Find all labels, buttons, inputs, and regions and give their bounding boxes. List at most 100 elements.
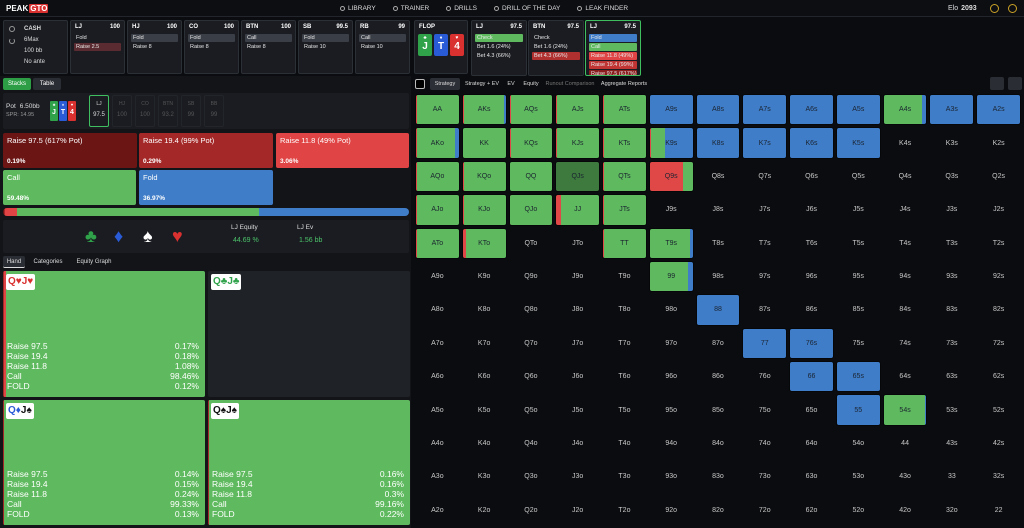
range-cell[interactable]: 65s — [835, 361, 881, 393]
range-cell[interactable]: 72s — [976, 328, 1021, 359]
view-tab[interactable]: Aggregate Reports — [600, 81, 648, 87]
range-cell[interactable]: 83o — [696, 461, 741, 492]
range-cell[interactable]: K2o — [462, 495, 507, 526]
range-cell[interactable]: 86s — [789, 294, 834, 325]
range-cell[interactable]: J2s — [976, 194, 1021, 225]
range-cell[interactable]: 53o — [836, 461, 881, 492]
suit-filter[interactable]: ♥ — [172, 226, 183, 246]
range-cell[interactable]: J3o — [555, 461, 600, 492]
range-cell[interactable]: A3s — [929, 94, 975, 126]
range-cell[interactable]: A5s — [835, 94, 881, 126]
range-cell[interactable]: 43o — [883, 461, 928, 492]
range-cell[interactable]: J5o — [555, 394, 600, 425]
range-cell[interactable]: 66 — [789, 361, 834, 393]
view-tab[interactable]: Strategy + EV — [464, 81, 500, 87]
range-cell[interactable]: KQo — [461, 160, 507, 193]
range-cell[interactable]: K5s — [835, 127, 881, 159]
range-cell[interactable]: 76s — [789, 327, 834, 360]
seat[interactable]: BTN 93.2 — [158, 95, 178, 127]
range-cell[interactable]: AQo — [415, 160, 460, 193]
range-cell[interactable]: A6o — [415, 361, 460, 392]
range-cell[interactable]: T3o — [602, 461, 647, 492]
range-cell[interactable]: Q2o — [509, 495, 554, 526]
range-cell[interactable]: J4o — [555, 428, 600, 459]
action-option[interactable]: Bet 4.3 (66%) — [532, 52, 580, 60]
range-cell[interactable]: 64s — [883, 361, 928, 392]
range-cell[interactable]: K6o — [462, 361, 507, 392]
action-option[interactable]: Raise 11.8 (49%) — [589, 52, 637, 60]
action-box[interactable]: Raise 11.8 (49% Pot) 3.06% — [276, 133, 409, 168]
range-cell[interactable]: T8s — [696, 228, 741, 259]
range-cell[interactable]: 73o — [742, 461, 787, 492]
range-cell[interactable]: 87s — [742, 294, 787, 325]
range-cell[interactable]: 75o — [742, 394, 787, 425]
range-cell[interactable]: 97s — [742, 261, 787, 292]
range-cell[interactable]: K4s — [883, 127, 928, 158]
position-card[interactable]: RB 99 Call Raise 10 — [355, 20, 410, 74]
range-cell[interactable]: A2s — [976, 94, 1021, 126]
position-card[interactable]: LJ 97.5 Check Bet 1.6 (24%) Bet 4.3 (66%) — [471, 20, 527, 76]
range-cell[interactable]: 65o — [789, 394, 834, 425]
range-cell[interactable]: 76o — [742, 361, 787, 392]
range-cell[interactable]: Q7o — [509, 328, 554, 359]
range-cell[interactable]: Q4o — [509, 428, 554, 459]
range-cell[interactable]: T5s — [836, 228, 881, 259]
range-cell[interactable]: 82o — [696, 495, 741, 526]
range-cell[interactable]: K5o — [462, 394, 507, 425]
range-cell[interactable]: 99 — [648, 260, 694, 293]
range-cell[interactable]: QJs — [555, 160, 601, 193]
nav-icon-button[interactable] — [1008, 4, 1017, 13]
range-cell[interactable]: A9s — [648, 94, 694, 126]
nav-item[interactable]: TRAINER — [392, 3, 429, 14]
action-option[interactable]: Fold — [188, 34, 235, 42]
range-cell[interactable]: 77 — [742, 327, 788, 360]
action-option[interactable]: Check — [534, 35, 550, 41]
position-card[interactable]: BTN 100 Call Raise 8 — [241, 20, 296, 74]
range-cell[interactable]: Q8s — [696, 161, 741, 192]
range-cell[interactable]: T5o — [602, 394, 647, 425]
range-cell[interactable]: Q6s — [789, 161, 834, 192]
range-cell[interactable]: AJo — [415, 194, 460, 226]
action-option[interactable]: Raise 97.5 (617%) — [589, 70, 637, 76]
range-cell[interactable]: K7s — [742, 127, 788, 159]
nav-icon-button[interactable] — [990, 4, 999, 13]
action-option[interactable]: Fold — [589, 34, 637, 42]
range-cell[interactable]: 22 — [976, 495, 1021, 526]
range-cell[interactable]: Q4s — [883, 161, 928, 192]
seat[interactable]: SB 99 — [181, 95, 201, 127]
range-cell[interactable]: Q6o — [509, 361, 554, 392]
range-cell[interactable]: Q9s — [648, 160, 694, 193]
action-option[interactable]: Call — [589, 43, 637, 51]
combo-panel[interactable]: Q♠ J♠ Raise 97.5 0.16% Raise 19.4 0.16% Raise … — [208, 400, 410, 525]
action-box[interactable]: Call 59.48% — [3, 170, 136, 205]
range-cell[interactable]: T4s — [883, 228, 928, 259]
range-cell[interactable]: 63o — [789, 461, 834, 492]
range-cell[interactable]: A8o — [415, 294, 460, 325]
range-cell[interactable]: K3s — [929, 127, 974, 158]
view-tab[interactable]: EV — [507, 81, 515, 87]
range-cell[interactable]: ATo — [415, 227, 460, 259]
range-cell[interactable]: T7o — [602, 328, 647, 359]
range-cell[interactable]: 55 — [835, 394, 881, 426]
position-card[interactable]: LJ 97.5 Fold Call Raise 11.8 (49%) Raise 19.4… — [585, 20, 641, 76]
view-tab[interactable]: Equity — [523, 81, 539, 87]
range-cell[interactable]: 96o — [649, 361, 694, 392]
seat[interactable]: CO 100 — [135, 95, 155, 127]
range-cell[interactable]: AQs — [508, 94, 554, 126]
action-option[interactable]: Raise 10 — [304, 44, 326, 50]
nav-item[interactable]: DRILL OF THE DAY — [494, 3, 560, 14]
range-cell[interactable]: J7s — [742, 194, 787, 225]
range-cell[interactable]: A7o — [415, 328, 460, 359]
range-cell[interactable]: 85o — [696, 394, 741, 425]
range-cell[interactable]: J9s — [649, 194, 694, 225]
range-cell[interactable]: J3s — [929, 194, 974, 225]
range-cell[interactable]: A8s — [695, 94, 741, 126]
range-cell[interactable]: K4o — [462, 428, 507, 459]
range-cell[interactable]: 92o — [649, 495, 694, 526]
range-cell[interactable]: K3o — [462, 461, 507, 492]
range-cell[interactable]: 94o — [649, 428, 694, 459]
range-cell[interactable]: KQs — [508, 127, 554, 159]
range-cell[interactable]: 93o — [649, 461, 694, 492]
action-option[interactable]: Check — [475, 34, 523, 42]
seat[interactable]: LJ 97.5 — [89, 95, 109, 127]
